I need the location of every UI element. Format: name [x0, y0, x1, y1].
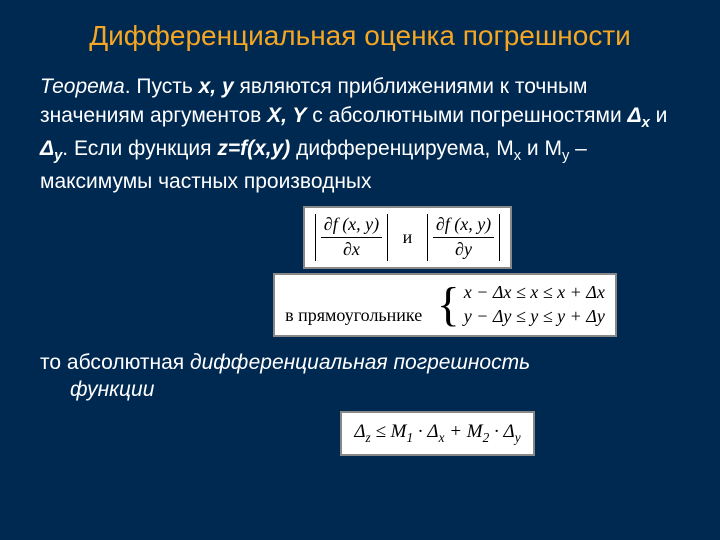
- diff-error-term: дифференциальная погрешность: [190, 351, 530, 374]
- theorem-label: Теорема: [40, 75, 125, 98]
- sub-mx: x: [514, 148, 521, 164]
- rectangle-prefix: в прямоугольнике: [285, 305, 432, 327]
- m2: + M: [444, 421, 482, 442]
- slide-title: Дифференциальная оценка погрешности: [40, 20, 680, 52]
- dy: · Δ: [489, 421, 514, 442]
- abs-dfdy: ∂f (x, y) ∂y: [427, 214, 500, 260]
- txt: и: [650, 104, 668, 127]
- brace-left-icon: {: [437, 281, 460, 329]
- sub-x: x: [642, 116, 650, 132]
- sub-y2: y: [515, 430, 521, 445]
- txt: то абсолютная: [40, 351, 190, 374]
- brace-system: { x − Δx ≤ x ≤ x + Δx y − Δy ≤ y ≤ y + Δ…: [437, 281, 605, 329]
- formula-result-row: Δz ≤ M1 · Δx + M2 · Δy: [195, 411, 680, 456]
- system-line-y: y − Δy ≤ y ≤ y + Δy: [464, 305, 605, 329]
- delta-y: Δy: [40, 137, 62, 160]
- den-dy: ∂y: [433, 238, 494, 261]
- dx: · Δ: [413, 421, 438, 442]
- conclusion-paragraph: то абсолютная дифференциальная погрешнос…: [40, 349, 680, 404]
- delta-x: Δx: [628, 104, 650, 127]
- system-lines: x − Δx ≤ x ≤ x + Δx y − Δy ≤ y ≤ y + Δy: [464, 281, 605, 328]
- m1: ≤ M: [371, 421, 407, 442]
- delta: Δ: [40, 137, 54, 160]
- num-dfdy: ∂f (x, y): [433, 214, 494, 238]
- formula-partial-derivatives: ∂f (x, y) ∂x и ∂f (x, y) ∂y: [303, 206, 512, 268]
- txt: с абсолютными погрешностями: [306, 104, 627, 127]
- txt: дифференцируема, M: [290, 137, 513, 160]
- vars-XY: X, Y: [267, 104, 306, 127]
- result-expression: Δz ≤ M1 · Δx + M2 · Δy: [354, 421, 520, 442]
- delta: Δ: [628, 104, 642, 127]
- txt: . Пусть: [125, 75, 199, 98]
- txt: . Если функция: [62, 137, 217, 160]
- frac-dfdy: ∂f (x, y) ∂y: [431, 214, 496, 260]
- func-z: z=f(x,y): [217, 137, 290, 160]
- den-dx: ∂x: [321, 238, 382, 261]
- formula-rectangle: в прямоугольнике { x − Δx ≤ x ≤ x + Δx y…: [273, 273, 617, 337]
- delta-z: Δ: [354, 421, 365, 442]
- formula-partial-derivatives-row: ∂f (x, y) ∂x и ∂f (x, y) ∂y: [135, 206, 680, 268]
- vars-xy: x, y: [199, 75, 234, 98]
- theorem-paragraph: Теорема. Пусть x, y являются приближения…: [40, 72, 680, 196]
- txt: и M: [521, 137, 562, 160]
- function-term: функции: [40, 376, 680, 403]
- frac-dfdx: ∂f (x, y) ∂x: [319, 214, 384, 260]
- and-label: и: [393, 227, 423, 249]
- formula-result: Δz ≤ M1 · Δx + M2 · Δy: [340, 411, 534, 456]
- system-line-x: x − Δx ≤ x ≤ x + Δx: [464, 281, 605, 305]
- num-dfdx: ∂f (x, y): [321, 214, 382, 238]
- abs-dfdx: ∂f (x, y) ∂x: [315, 214, 388, 260]
- formula-rectangle-row: в прямоугольнике { x − Δx ≤ x ≤ x + Δx y…: [210, 273, 680, 337]
